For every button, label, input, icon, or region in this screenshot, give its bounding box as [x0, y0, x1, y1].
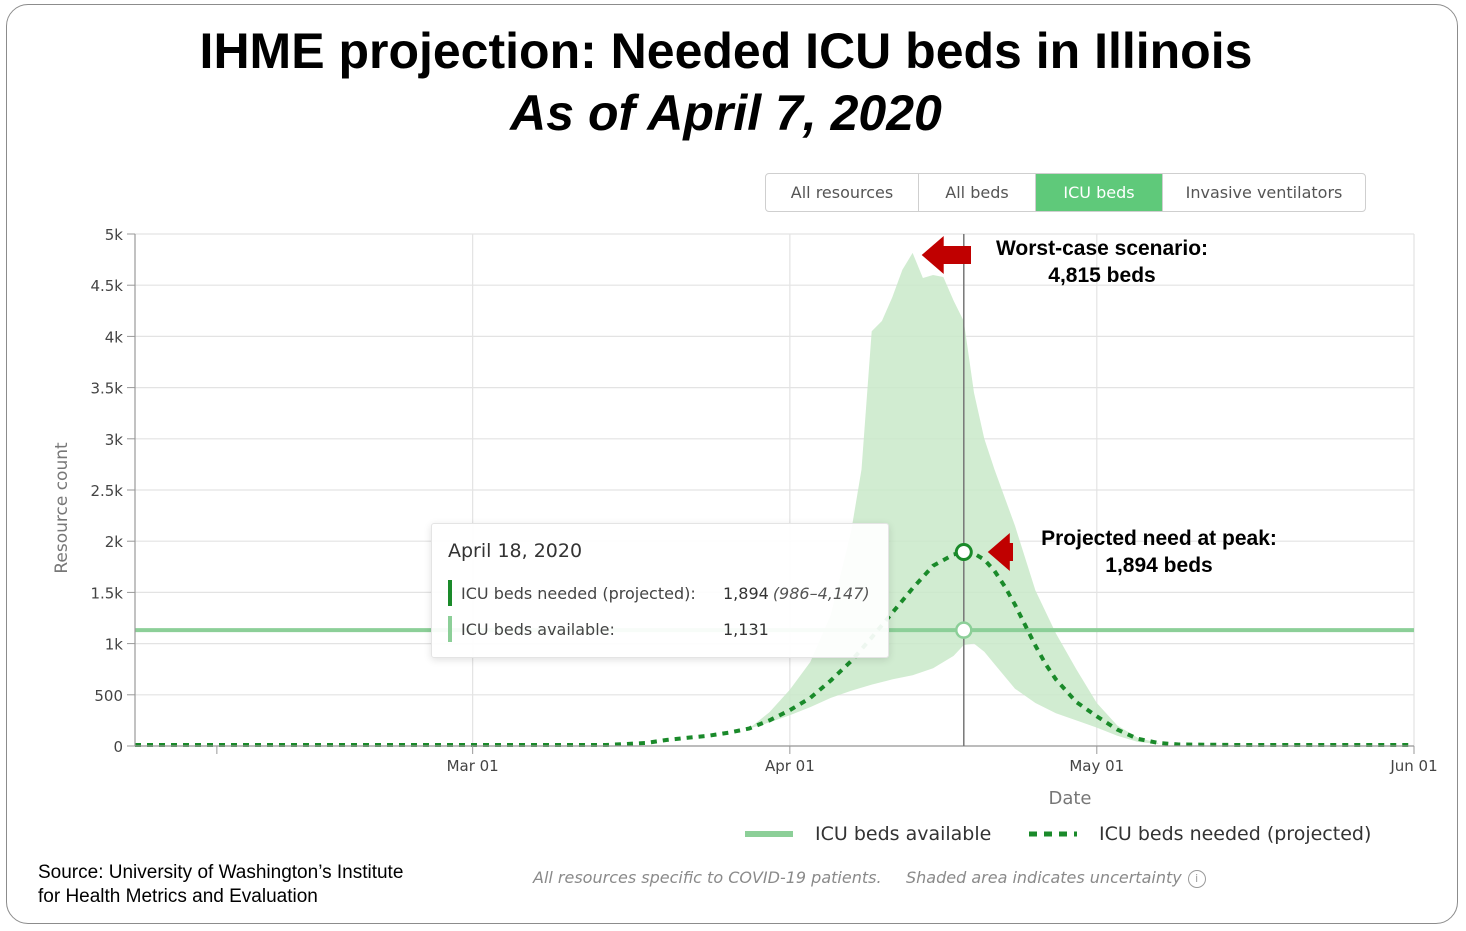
tooltip-needed-row: ICU beds needed (projected): 1,894 (986–…: [448, 580, 870, 606]
info-icon[interactable]: i: [1187, 869, 1206, 888]
tab-icu-beds[interactable]: ICU beds: [1036, 174, 1163, 211]
y-tick-label: 5k: [105, 226, 124, 244]
y-tick-label: 1.5k: [90, 584, 123, 602]
legend-needed-swatch: [1029, 831, 1077, 837]
y-tick-label: 2k: [105, 533, 124, 551]
tooltip-needed-value: 1,894: [723, 583, 769, 603]
worst-case-arrow: [921, 235, 971, 274]
available-point-marker: [955, 621, 973, 639]
peak-annotation: Projected need at peak: 1,894 beds: [1022, 525, 1296, 579]
slide-frame: [6, 4, 1458, 924]
source-line-2: for Health Metrics and Evaluation: [38, 886, 318, 907]
page-title: IHME projection: Needed ICU beds in Illi…: [199, 23, 1253, 79]
axes: 0 500 1k 1.5k 2k 2.5k 3k 3.5k 4k 4.5k 5k Mar 01 Apr …: [90, 226, 1437, 775]
peak-arrow: [987, 533, 1013, 572]
y-tick-label: 3.5k: [90, 380, 123, 398]
tooltip-date: April 18, 2020: [448, 540, 583, 562]
tooltip-needed-swatch: [448, 580, 452, 606]
x-axis-label: Date: [1048, 788, 1091, 809]
tooltip-available-swatch: [448, 616, 452, 642]
y-tick-label: 4k: [105, 328, 124, 346]
tab-all-resources[interactable]: All resources: [766, 174, 919, 211]
y-tick-label: 0: [113, 738, 123, 756]
x-tick-label: Jun 01: [1389, 757, 1437, 775]
peak-value: 1,894 beds: [1105, 554, 1213, 577]
legend-needed[interactable]: ICU beds needed (projected): [1027, 823, 1371, 845]
y-tick-label: 1k: [105, 636, 124, 654]
y-tick-label: 4.5k: [90, 277, 123, 295]
legend-needed-label: ICU beds needed (projected): [1099, 823, 1372, 845]
needed-line: [135, 550, 1414, 747]
peak-label: Projected need at peak:: [1041, 527, 1277, 550]
uncertainty-note-text: Shaded area indicates uncertainty: [906, 868, 1182, 887]
needed-point-marker: [954, 543, 973, 562]
tooltip-needed-range: (986–4,147): [772, 583, 870, 603]
hover-crosshair: [954, 234, 973, 746]
legend-available-swatch: [745, 831, 793, 837]
tooltip-available-row: ICU beds available: 1,131: [448, 616, 769, 642]
page-subtitle: As of April 7, 2020: [510, 85, 942, 141]
worst-case-label: Worst-case scenario:: [995, 237, 1209, 260]
legend-available-label: ICU beds available: [815, 823, 992, 845]
source-credit: Source: University of Washington’s Insti…: [38, 861, 403, 909]
resource-tabs: All resources All beds ICU beds Invasive…: [765, 173, 1366, 212]
x-tick-label: Mar 01: [447, 757, 499, 775]
uncertainty-note: Shaded area indicates uncertainty i: [906, 868, 1206, 888]
y-tick-label: 3k: [105, 431, 124, 449]
x-tick-label: Apr 01: [765, 757, 815, 775]
worst-case-value: 4,815 beds: [1048, 264, 1156, 287]
y-tick-label: 500: [94, 687, 123, 705]
tooltip-needed-label: ICU beds needed (projected):: [461, 583, 696, 603]
tooltip-available-label: ICU beds available:: [461, 619, 615, 639]
annotation-arrows: [921, 235, 1013, 572]
hover-tooltip: April 18, 2020 ICU beds needed (projecte…: [431, 523, 889, 658]
y-axis-label: Resource count: [52, 442, 72, 574]
x-tick-label: May 01: [1069, 757, 1124, 775]
tab-invasive-ventilators[interactable]: Invasive ventilators: [1185, 183, 1343, 202]
source-line-1: Source: University of Washington’s Insti…: [38, 862, 404, 883]
needed-beds-line: [135, 550, 1414, 747]
worst-case-annotation: Worst-case scenario: 4,815 beds: [976, 235, 1228, 289]
grid-lines: [135, 233, 1415, 747]
tab-all-beds[interactable]: All beds: [919, 174, 1036, 211]
covid-note: All resources specific to COVID-19 patie…: [533, 868, 882, 887]
tooltip-available-value: 1,131: [723, 619, 769, 639]
legend-available[interactable]: ICU beds available: [745, 823, 991, 845]
y-tick-label: 2.5k: [90, 482, 123, 500]
